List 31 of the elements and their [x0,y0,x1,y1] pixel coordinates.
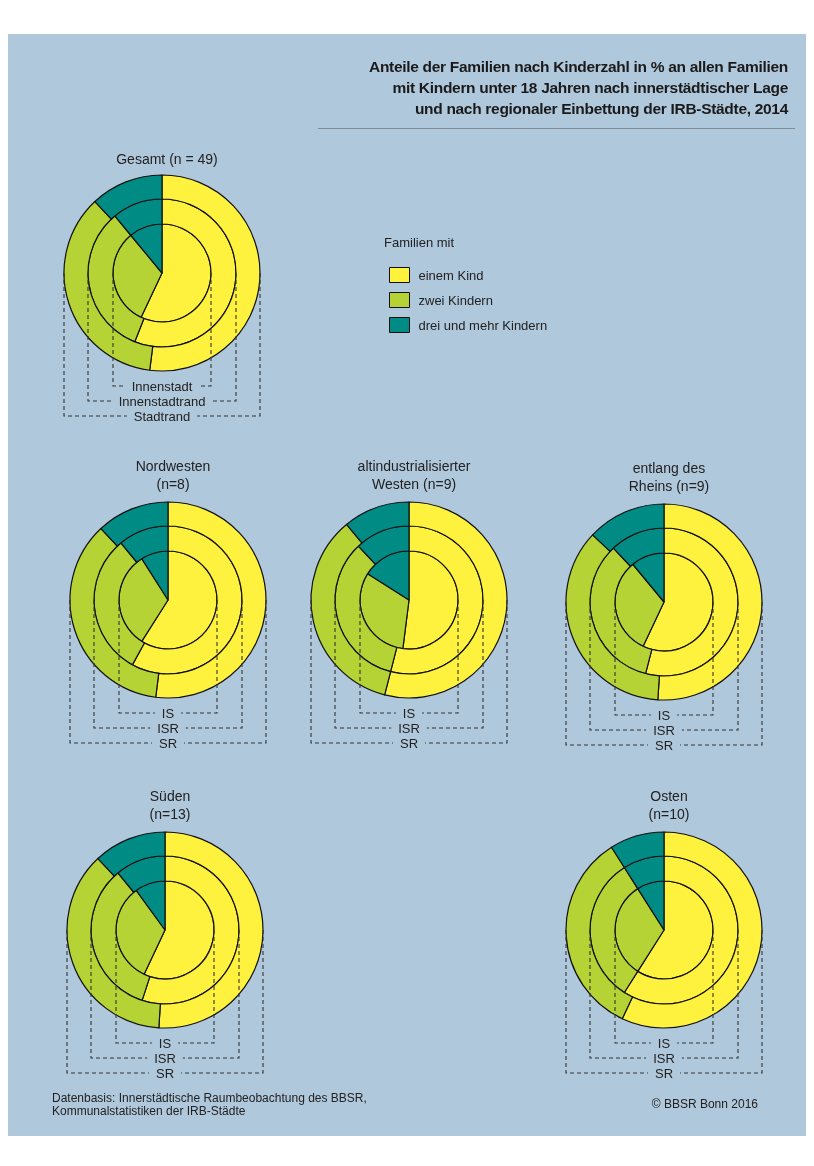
slice-label: IS [657,1035,671,1051]
slice-label: ISR [154,1050,176,1066]
chart-title: Süden (n=13) [149,788,191,822]
slice-label: ISR [653,1050,675,1066]
text: Anteile der Familien nach Kinderzahl in % an allen Familien mit Kindern unter 18 Jahren nach innerstädtischer Lage und nach regionaler Einbettung der IRB-Städte, 2014 [369,57,788,119]
chart-title: Osten (n=10) [648,788,690,822]
chart-title: Nordwesten (n=8) [135,458,211,492]
legend-label: zwei Kindern [418,292,493,308]
text: Datenbasis: Innerstädtische Raumbeobachtung des BBSR, Kommunalstatistiken der IRB-Städte [52,1091,367,1118]
legend-title: Familien mit [384,235,455,250]
text: © BBSR Bonn 2016 [651,1097,758,1111]
slice-label: Innenstadt [131,378,193,394]
slice-label: Innenstadtrand [118,393,206,409]
slice-label: ISR [398,720,420,736]
slice-label: ISR [653,722,675,738]
slice-label: IS [161,705,175,721]
slice-label: IS [657,707,671,723]
slice-label: SR [158,735,178,751]
legend-label: drei und mehr Kindern [418,317,548,333]
legend-label: einem Kind [418,267,484,283]
slice-label: SR [399,735,419,751]
slice-label: IS [402,705,416,721]
slice-label: ISR [157,720,179,736]
chart-title: entlang des Rheins (n=9) [628,460,710,494]
slice-label: IS [158,1035,172,1051]
slice-label: SR [155,1065,175,1081]
slice-label: SR [654,1065,674,1081]
slice-label: SR [654,737,674,753]
slice-label: Stadtrand [133,408,191,424]
chart-title: altindustrialisierter Westen (n=9) [357,458,471,492]
chart-subtitle: Gesamt (n = 49) [116,151,218,167]
